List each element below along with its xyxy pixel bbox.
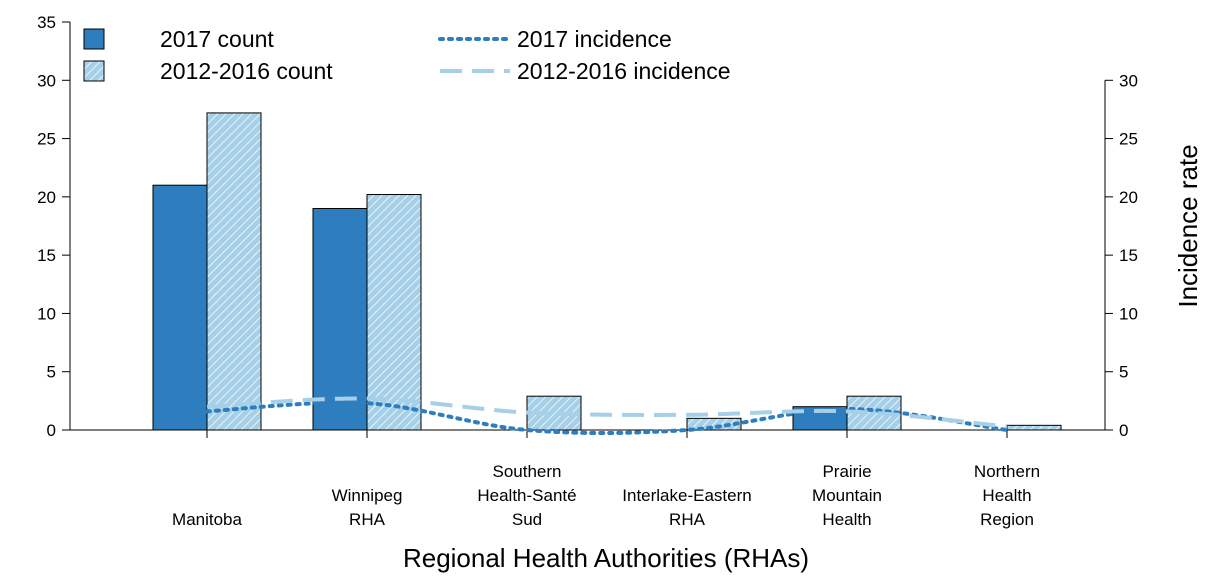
y2-tick-label: 15: [1119, 246, 1138, 265]
y2-tick-label: 20: [1119, 188, 1138, 207]
bar: [152, 184, 208, 431]
y-tick-label: 5: [47, 363, 56, 382]
y2-tick-label: 25: [1119, 130, 1138, 149]
x-tick-label: Northern Health Region: [974, 462, 1040, 529]
legend-label: 2012-2016 incidence: [517, 58, 731, 84]
bar: [312, 208, 368, 431]
legend-swatch: [83, 60, 105, 82]
x-tick-label: Manitoba: [172, 510, 242, 529]
x-axis-title: Regional Health Authorities (RHAs): [403, 543, 809, 573]
line: [206, 396, 1008, 429]
y-tick-label: 35: [37, 13, 56, 32]
y-tick-label: 20: [37, 188, 56, 207]
x-tick-label: Southern Health-Santé Sud: [477, 462, 576, 529]
legend-label: 2017 incidence: [517, 26, 672, 52]
bar: [206, 112, 262, 431]
y2-axis-title: Incidence rate: [1173, 144, 1203, 307]
x-tick-label: Interlake-Eastern RHA: [622, 486, 751, 529]
y-tick-label: 30: [37, 71, 56, 90]
y-tick-label: 0: [47, 421, 56, 440]
y2-tick-label: 5: [1119, 363, 1128, 382]
bar: [1006, 424, 1062, 431]
y-tick-label: 10: [37, 304, 56, 323]
legend-label: 2017 count: [160, 26, 274, 52]
x-tick-label: Prairie Mountain Health: [812, 462, 882, 529]
bar: [366, 194, 422, 431]
bar: [686, 417, 742, 431]
x-tick-label: Winnipeg RHA: [332, 486, 403, 529]
y-tick-label: 25: [37, 130, 56, 149]
y-tick-label: 15: [37, 246, 56, 265]
legend-label: 2012-2016 count: [160, 58, 333, 84]
legend-swatch: [83, 28, 105, 50]
y2-tick-label: 10: [1119, 304, 1138, 323]
y2-tick-label: 0: [1119, 421, 1128, 440]
y2-tick-label: 30: [1119, 71, 1138, 90]
